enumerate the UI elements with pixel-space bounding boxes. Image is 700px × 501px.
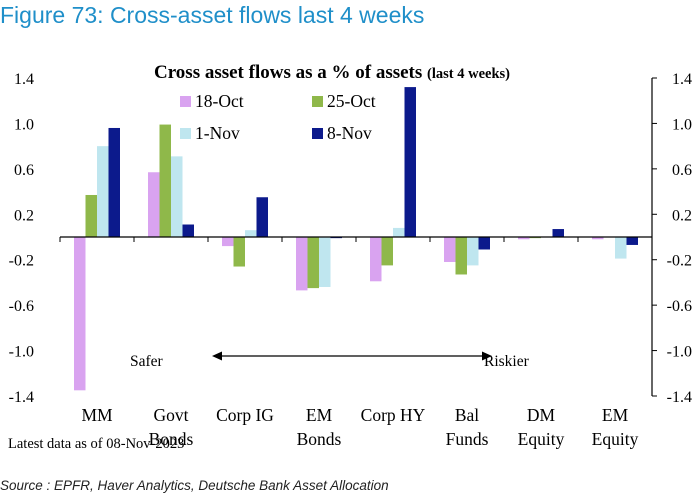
safer-riskier-annotation: Safer Riskier xyxy=(130,351,530,370)
x-category-label: Funds xyxy=(446,429,489,449)
x-category-label: MM xyxy=(81,405,113,425)
y-tick-left: 1.4 xyxy=(14,71,34,88)
legend-swatch-25-Oct xyxy=(312,96,323,107)
legend-label-1-Nov: 1-Nov xyxy=(195,123,240,143)
bar-8-Nov-5 xyxy=(478,237,490,250)
x-category-label: Bal xyxy=(455,405,479,425)
x-category-label: EM xyxy=(306,405,333,425)
x-category-label: Equity xyxy=(592,429,639,449)
bar-18-Oct-2 xyxy=(222,237,234,247)
bar-1-Nov-3 xyxy=(319,237,331,287)
y-tick-left: -0.2 xyxy=(9,253,34,270)
bar-8-Nov-7 xyxy=(626,237,638,245)
figure-title: Figure 73: Cross-asset flows last 4 week… xyxy=(0,2,425,28)
legend-label-25-Oct: 25-Oct xyxy=(327,91,376,111)
bar-1-Nov-5 xyxy=(467,237,479,266)
y-axis-right: 1.4 1.0 0.6 0.2 -0.2 -0.6 -1.0 -1.4 xyxy=(667,71,692,406)
legend-swatch-1-Nov xyxy=(180,128,191,139)
y-tick-right: -1.0 xyxy=(667,344,692,361)
bar-18-Oct-5 xyxy=(444,237,456,262)
y-tick-right: -1.4 xyxy=(667,389,692,406)
bar-18-Oct-1 xyxy=(148,172,160,237)
bar-18-Oct-3 xyxy=(296,237,308,291)
annotation-arrow-right-head xyxy=(482,351,492,361)
bar-1-Nov-2 xyxy=(245,230,257,237)
bar-18-Oct-6 xyxy=(518,237,530,240)
y-axis-left: 1.4 1.0 0.6 0.2 -0.2 -0.6 -1.0 -1.4 xyxy=(9,71,34,406)
bar-1-Nov-4 xyxy=(393,227,405,237)
bar-1-Nov-1 xyxy=(171,156,183,237)
annotation-arrow-left-head xyxy=(212,351,222,361)
annotation-safer: Safer xyxy=(130,353,164,370)
annotation-riskier: Riskier xyxy=(484,353,530,370)
x-category-label: Corp HY xyxy=(361,405,426,425)
y-tick-left: -1.4 xyxy=(9,389,34,406)
bar-25-Oct-3 xyxy=(307,237,319,289)
bar-8-Nov-6 xyxy=(552,229,564,237)
y-tick-left: 0.2 xyxy=(14,207,34,224)
axis-lines xyxy=(59,77,657,397)
bar-8-Nov-0 xyxy=(108,127,120,237)
y-tick-right: -0.6 xyxy=(667,298,692,315)
bar-1-Nov-0 xyxy=(97,146,109,237)
bar-8-Nov-1 xyxy=(182,224,194,237)
bars xyxy=(74,87,638,391)
x-category-label: DM xyxy=(527,405,556,425)
bar-25-Oct-2 xyxy=(233,237,245,267)
x-category-label: EM xyxy=(602,405,629,425)
bar-25-Oct-1 xyxy=(159,124,171,237)
y-tick-right: 0.6 xyxy=(672,162,692,179)
bar-25-Oct-4 xyxy=(381,237,393,266)
x-axis-categories: MM Govt Bonds Corp IG EM Bonds Corp HY Bal Funds… xyxy=(81,405,638,449)
legend-label-8-Nov: 8-Nov xyxy=(327,123,372,143)
legend-label-18-Oct: 18-Oct xyxy=(195,91,244,111)
y-tick-right: 0.2 xyxy=(672,207,692,224)
bar-25-Oct-0 xyxy=(85,194,97,237)
legend-swatch-18-Oct xyxy=(180,96,191,107)
bar-18-Oct-4 xyxy=(370,237,382,282)
x-category-label: Equity xyxy=(518,429,565,449)
x-category-label: Govt xyxy=(154,405,189,425)
legend: 18-Oct 25-Oct 1-Nov 8-Nov xyxy=(180,91,376,143)
x-category-label: Bonds xyxy=(149,429,194,449)
bar-1-Nov-7 xyxy=(615,237,627,259)
y-tick-left: -1.0 xyxy=(9,344,34,361)
latest-data-note: Latest data as of 08-Nov-2023 xyxy=(8,436,184,452)
x-category-label: Corp IG xyxy=(216,405,274,425)
bar-8-Nov-2 xyxy=(256,197,268,237)
y-tick-left: -0.6 xyxy=(9,298,34,315)
bar-18-Oct-7 xyxy=(592,237,604,240)
legend-swatch-8-Nov xyxy=(312,128,323,139)
source-note: Source : EPFR, Haver Analytics, Deutsche… xyxy=(0,478,389,493)
bar-25-Oct-5 xyxy=(455,237,467,275)
x-category-label: Bonds xyxy=(297,429,342,449)
chart-title: Cross asset flows as a % of assets (last… xyxy=(154,62,510,83)
y-tick-left: 1.0 xyxy=(14,116,34,133)
y-tick-right: -0.2 xyxy=(667,253,692,270)
bar-8-Nov-4 xyxy=(404,87,416,237)
bar-18-Oct-0 xyxy=(74,237,86,391)
y-tick-right: 1.4 xyxy=(672,71,692,88)
y-tick-left: 0.6 xyxy=(14,162,34,179)
y-tick-right: 1.0 xyxy=(672,116,692,133)
